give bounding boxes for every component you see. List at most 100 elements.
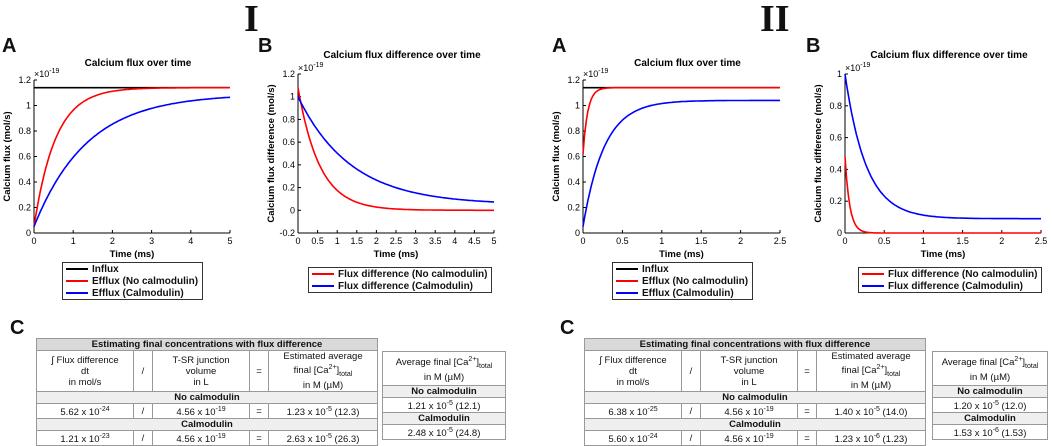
table-row: 5.62 x 10-24 / 4.56 x 10-19 = 1.23 x 10-…	[36, 403, 378, 420]
panel-II-C-label: C	[560, 317, 575, 339]
x-tick-label: 2	[110, 236, 115, 246]
legend-swatch	[616, 268, 638, 270]
legend-swatch	[616, 292, 638, 294]
y-axis-label: Calcium flux difference (mol/s)	[813, 84, 824, 222]
legend-II-A: Influx Efflux (No calmodulin) Efflux (Ca…	[612, 262, 754, 300]
y-axis-label: Calcium flux (mol/s)	[551, 111, 562, 201]
x-tick-label: 1.5	[351, 236, 364, 246]
x-tick-label: 0.5	[616, 236, 629, 246]
legend-swatch	[312, 285, 334, 287]
y-tick-label: 0.8	[829, 101, 842, 111]
y-tick-label: 0.4	[829, 164, 842, 174]
legend-label: Influx	[642, 263, 669, 275]
legend-I-A: Influx Efflux (No calmodulin) Efflux (Ca…	[62, 262, 204, 300]
y-tick-label: 0	[837, 228, 842, 238]
table-cell: 1.21 x 10-5 (12.1)	[382, 396, 506, 414]
y-tick-label: 1	[575, 101, 580, 111]
legend-label: Efflux (Calmodulin)	[642, 287, 734, 299]
x-tick-label: 0.5	[311, 236, 324, 246]
x-tick-label: 1.5	[695, 236, 708, 246]
plot-area	[845, 74, 1041, 233]
x-tick-label: 3	[413, 236, 418, 246]
x-axis-label: Time (ms)	[921, 249, 966, 260]
x-tick-label: 1	[71, 236, 76, 246]
series-line-2	[582, 99, 780, 227]
y-tick-label: 1	[26, 101, 31, 111]
axis-exponent: ×10-19	[583, 68, 609, 79]
x-tick-label: 2	[738, 236, 743, 246]
y-axis-label: Calcium flux difference (mol/s)	[266, 84, 277, 222]
legend-swatch	[616, 280, 638, 282]
series-line-2	[33, 96, 231, 227]
table-I-C-measured: Average final [Ca2+]total in M (µM) No ca…	[382, 351, 506, 441]
chart-title: Calcium flux over time	[85, 58, 192, 69]
x-tick-label: 2.5	[390, 236, 403, 246]
x-tick-label: 2	[374, 236, 379, 246]
y-tick-label: 0.6	[567, 152, 580, 162]
legend-label: Flux difference (No calmodulin)	[338, 268, 488, 280]
axis-exponent: ×10-19	[845, 62, 871, 73]
table-II-C: Estimating final concentrations with flu…	[584, 338, 926, 446]
x-tick-label: 1	[335, 236, 340, 246]
legend-swatch	[862, 273, 884, 275]
x-tick-label: 2	[999, 236, 1004, 246]
x-axis-label: Time (ms)	[374, 249, 419, 260]
section-calmodulin: Calmodulin	[36, 418, 378, 432]
x-tick-label: 1	[921, 236, 926, 246]
y-tick-label: 1.2	[18, 75, 31, 85]
chart-II-B: Calcium flux difference over time×10-19 0…	[813, 50, 1048, 260]
section-no-calmodulin: No calmodulin	[382, 385, 506, 398]
table-row: 5.60 x 10-24 / 4.56 x 10-19 = 1.23 x 10-…	[584, 430, 926, 446]
legend-label: Efflux (No calmodulin)	[642, 275, 749, 287]
x-tick-label: 2.5	[774, 236, 787, 246]
table-title: Estimating final concentrations with flu…	[584, 338, 926, 351]
legend-label: Efflux (Calmodulin)	[92, 287, 184, 299]
section-calmodulin: Calmodulin	[932, 412, 1048, 426]
table-row: 6.38 x 10-25 / 4.56 x 10-19 = 1.40 x 10-…	[584, 403, 926, 420]
chart-II-A: Calcium flux over time ×10-19 0 0.5 1 1.5 2 2.5…	[551, 58, 787, 260]
y-tick-label: 0.4	[282, 160, 295, 170]
series-line-0	[844, 156, 1041, 234]
y-tick-label: 1	[290, 92, 295, 102]
panel-II-B-label: B	[806, 35, 821, 57]
y-tick-label: 1.2	[282, 69, 295, 79]
x-tick-label: 0	[580, 236, 585, 246]
col-estimate-header: Estimated average final [Ca2+]total in M (…	[268, 349, 378, 393]
col-average-header: Average final [Ca2+]total in M (µM)	[932, 351, 1048, 386]
x-tick-label: 1	[659, 236, 664, 246]
x-tick-label: 0	[842, 236, 847, 246]
series-line-1	[844, 73, 1041, 220]
section-no-calmodulin: No calmodulin	[584, 391, 926, 405]
legend-swatch	[66, 268, 88, 270]
x-tick-label: 4	[188, 236, 193, 246]
panel-I-B-label: B	[258, 35, 273, 57]
x-tick-label: 1.5	[956, 236, 969, 246]
section-calmodulin: Calmodulin	[584, 418, 926, 432]
table-row: 1.21 x 10-23 / 4.56 x 10-19 = 2.63 x 10-…	[36, 430, 378, 446]
chart-I-A: Calcium flux over time ×10-19 0 1 2 3 4 5 0 0.2 0.…	[2, 58, 233, 260]
y-tick-label: 1	[837, 69, 842, 79]
x-tick-label: 5	[491, 236, 496, 246]
y-tick-label: 0.2	[567, 203, 580, 213]
x-axis-label: Time (ms)	[659, 249, 704, 260]
div-operator: /	[681, 349, 701, 393]
y-tick-label: 0	[575, 228, 580, 238]
x-tick-label: 3	[149, 236, 154, 246]
chart-I-B: Calcium flux difference over time×10-19 0…	[266, 50, 497, 260]
panel-II-numeral: II	[760, 0, 790, 40]
table-cell: 1.20 x 10-5 (12.0)	[932, 396, 1048, 414]
x-tick-label: 4.5	[468, 236, 481, 246]
panel-I-C-label: C	[10, 317, 25, 339]
x-tick-label: 2.5	[1035, 236, 1048, 246]
x-tick-label: 3.5	[429, 236, 442, 246]
col-flux-header: ∫ Flux difference dt in mol/s	[36, 349, 134, 393]
x-tick-label: 0.5	[878, 236, 891, 246]
y-tick-label: 0.2	[282, 183, 295, 193]
y-tick-label: 0.8	[18, 126, 31, 136]
col-flux-header: ∫ Flux difference dt in mol/s	[584, 349, 682, 393]
series-line-1	[297, 96, 494, 203]
table-I-C: Estimating final concentrations with flu…	[36, 338, 378, 446]
legend-label: Influx	[92, 263, 119, 275]
section-no-calmodulin: No calmodulin	[36, 391, 378, 405]
chart-title: Calcium flux over time	[634, 58, 741, 69]
